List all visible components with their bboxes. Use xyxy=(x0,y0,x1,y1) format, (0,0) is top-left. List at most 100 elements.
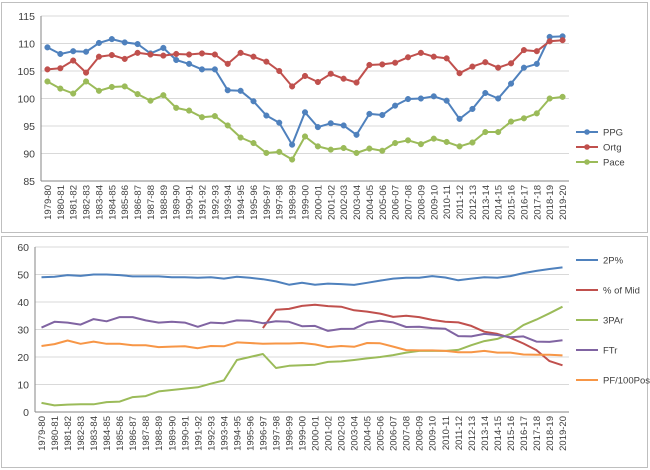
top-data-point xyxy=(327,70,334,77)
top-y-tick-label: 100 xyxy=(17,94,35,106)
bottom-legend-label: FTr xyxy=(603,346,617,357)
top-data-point xyxy=(366,145,373,152)
bottom-x-tick-label: 2009-10 xyxy=(428,416,439,451)
top-data-point xyxy=(108,52,115,59)
top-data-point xyxy=(301,72,309,79)
bottom-series-line xyxy=(41,316,563,343)
bottom-x-tick-label: 1999-00 xyxy=(298,416,309,451)
top-data-point xyxy=(495,95,502,102)
top-data-point xyxy=(289,141,296,148)
top-data-point xyxy=(44,44,51,51)
bottom-x-tick-label: 1980-81 xyxy=(50,416,61,451)
top-data-point xyxy=(353,131,360,138)
top-data-point xyxy=(250,53,257,60)
bottom-x-tick-label: 1984-85 xyxy=(102,416,113,451)
top-y-tick-label: 85 xyxy=(23,176,35,188)
top-data-point xyxy=(121,55,128,62)
bottom-x-tick-label: 2019-20 xyxy=(558,416,569,451)
top-data-point xyxy=(353,79,360,86)
top-x-tick-label: 2016-17 xyxy=(519,185,530,220)
top-x-tick-label: 1995-96 xyxy=(249,185,260,220)
bottom-x-tick-label: 2004-05 xyxy=(363,416,374,451)
top-data-point xyxy=(379,111,386,119)
bottom-x-tick-label: 2014-15 xyxy=(493,416,504,451)
top-legend-label: Pace xyxy=(603,158,625,169)
top-x-tick-label: 2012-13 xyxy=(468,185,479,220)
top-data-point xyxy=(340,144,347,152)
bottom-x-tick-label: 2010-11 xyxy=(441,416,452,450)
top-x-tick-label: 1989-90 xyxy=(172,185,183,220)
top-x-tick-label: 1997-98 xyxy=(275,185,286,220)
top-data-point xyxy=(443,97,450,104)
top-legend-marker xyxy=(584,144,590,150)
bottom-x-tick-label: 1982-83 xyxy=(76,416,87,451)
top-data-point xyxy=(57,65,64,72)
top-x-tick-label: 2006-07 xyxy=(391,185,402,220)
top-data-point xyxy=(44,78,51,85)
top-x-tick-label: 2010-11 xyxy=(442,185,453,219)
top-data-point xyxy=(379,147,386,154)
top-data-point xyxy=(533,60,540,67)
bottom-x-tick-label: 2000-01 xyxy=(311,416,322,451)
top-data-point xyxy=(520,115,527,122)
top-data-point xyxy=(520,47,527,54)
top-data-point xyxy=(211,66,218,73)
top-data-point xyxy=(301,133,309,140)
bottom-chart-group: 0 10 20 30 40 50 60 1979-80 1980-81 1981-82 1982-8… xyxy=(17,242,650,451)
top-data-point xyxy=(314,124,321,131)
top-data-point xyxy=(340,75,347,82)
bottom-x-tick-label: 1998-99 xyxy=(284,416,295,451)
top-data-point xyxy=(276,67,283,75)
top-data-point xyxy=(211,113,218,120)
top-x-tick-label: 1998-99 xyxy=(288,185,299,220)
top-data-point xyxy=(121,39,128,46)
bottom-x-tick-label: 2005-06 xyxy=(376,416,387,451)
top-data-point xyxy=(186,107,193,114)
top-data-point xyxy=(430,93,437,100)
bottom-x-tick-label: 1995-96 xyxy=(245,416,256,451)
top-data-point xyxy=(186,60,193,67)
top-legend-label: PPG xyxy=(603,128,623,139)
top-data-point xyxy=(83,78,90,85)
top-data-point xyxy=(340,122,347,129)
top-data-point xyxy=(546,38,553,45)
bottom-x-tick-label: 2011-12 xyxy=(454,416,465,450)
top-data-point xyxy=(276,119,283,126)
top-data-point xyxy=(198,114,206,121)
top-data-point xyxy=(95,53,103,60)
top-data-point xyxy=(224,87,231,94)
bottom-y-tick-label: 30 xyxy=(17,325,29,337)
bottom-x-tick-label: 2007-08 xyxy=(402,416,413,451)
bottom-x-tick-label: 1990-91 xyxy=(180,416,191,451)
top-x-tick-label: 1996-97 xyxy=(262,185,273,220)
bottom-x-tick-label: 2012-13 xyxy=(467,416,478,451)
bottom-x-tick-label: 1997-98 xyxy=(271,416,282,451)
top-x-tick-label: 1993-94 xyxy=(223,185,234,220)
top-data-point xyxy=(108,83,115,90)
top-data-point xyxy=(134,91,141,98)
top-data-point xyxy=(289,156,296,163)
top-data-point xyxy=(134,49,141,56)
top-x-tick-label: 1987-88 xyxy=(146,185,157,220)
top-legend-label: Ortg xyxy=(603,143,621,154)
top-data-point xyxy=(520,64,527,71)
top-data-point xyxy=(404,137,412,144)
top-x-tick-label: 1983-84 xyxy=(94,185,105,220)
bottom-x-tick-label: 1983-84 xyxy=(89,416,100,451)
top-data-point xyxy=(353,149,360,156)
bottom-x-tick-label: 2006-07 xyxy=(389,416,400,451)
top-y-tick-label: 90 xyxy=(23,149,35,161)
top-y-tick-label: 105 xyxy=(17,66,35,78)
top-x-tick-label: 2000-01 xyxy=(313,185,324,220)
bottom-x-tick-label: 1981-82 xyxy=(63,416,74,451)
top-data-point xyxy=(83,48,90,55)
bottom-legend-label: PF/100Poss xyxy=(603,376,650,387)
bottom-x-tick-label: 1996-97 xyxy=(258,416,269,451)
top-y-tick-label: 110 xyxy=(18,39,35,51)
top-x-tick-label: 1990-91 xyxy=(185,185,196,220)
top-x-tick-label: 2013-14 xyxy=(481,185,492,220)
top-data-point xyxy=(482,89,489,97)
top-data-point xyxy=(379,61,386,68)
top-data-point xyxy=(83,69,90,76)
bottom-series-line xyxy=(41,266,563,286)
